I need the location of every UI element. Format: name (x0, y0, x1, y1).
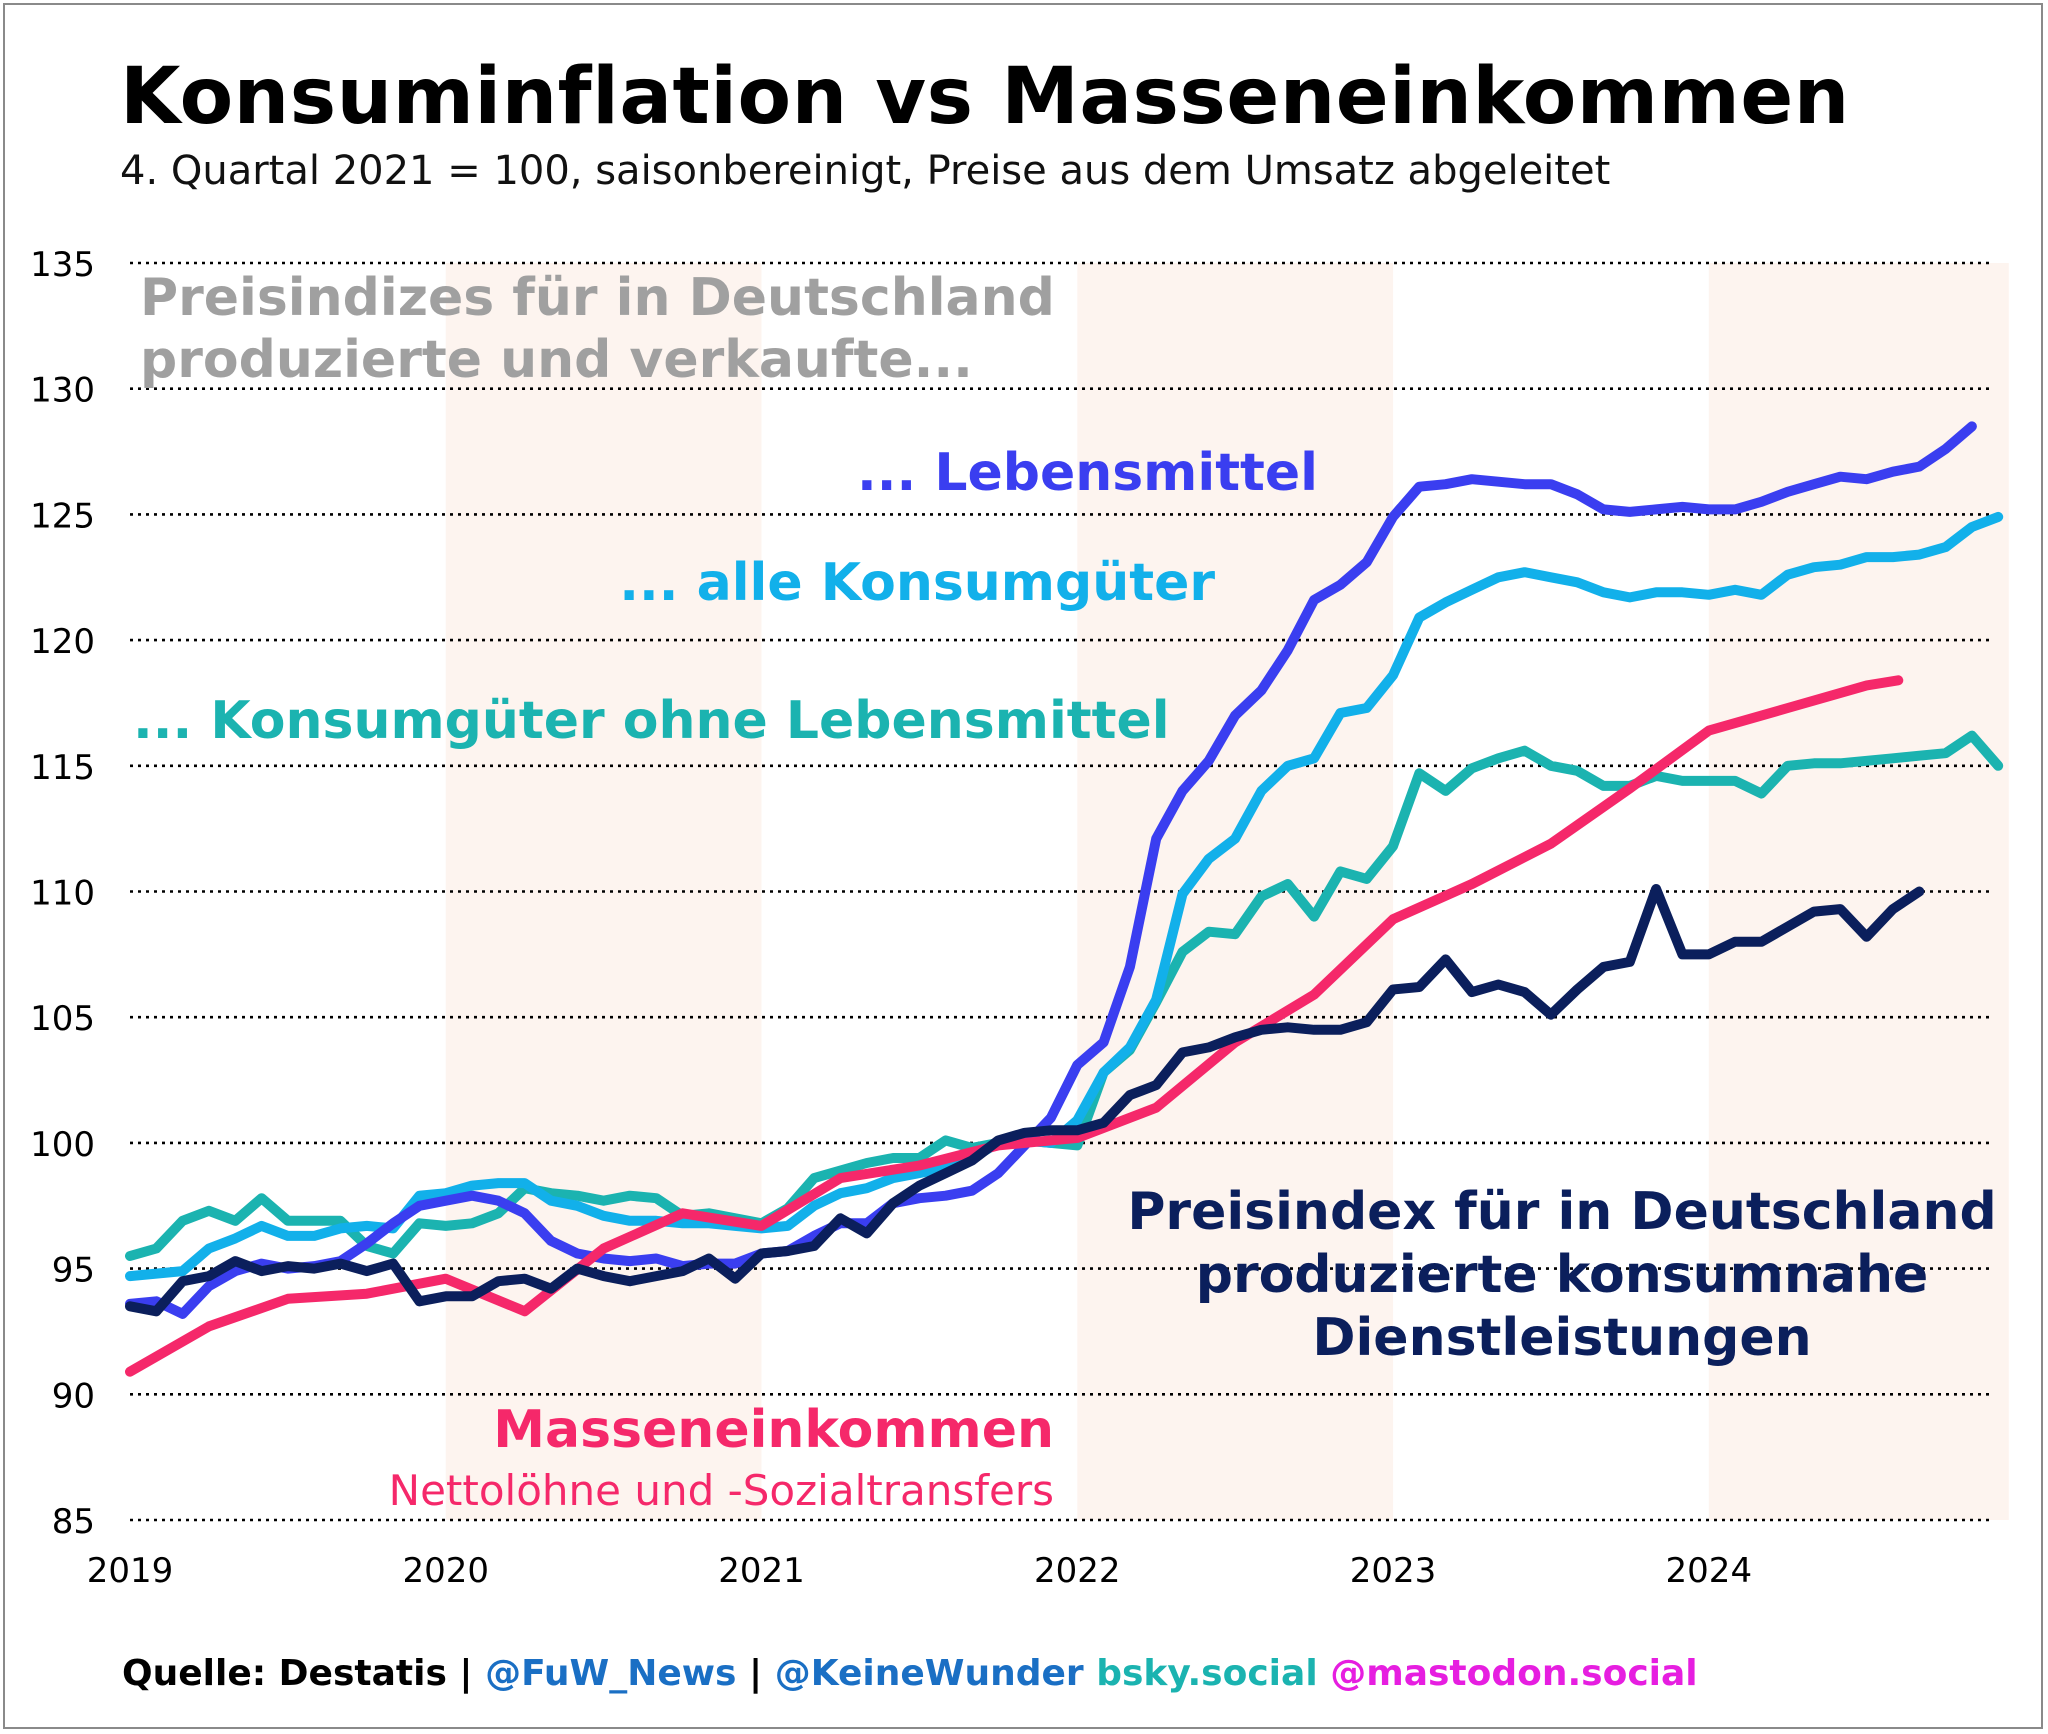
y-tick-label-125: 125 (30, 496, 95, 536)
y-tick-label-95: 95 (52, 1251, 95, 1291)
y-tick-label-105: 105 (30, 999, 95, 1039)
gridlines (130, 261, 1993, 1522)
annotation-masse-line-0: Masseneinkommen (493, 1400, 1054, 1460)
handle-link[interactable]: @KeineWunder (774, 1653, 1084, 1694)
series-line-lebensmittel (125, 421, 1977, 1319)
annotation-masse_sub-line-0: Nettolöhne und -Sozialtransfers (389, 1466, 1054, 1515)
x-tick-label-2022: 2022 (1034, 1551, 1121, 1591)
x-tick-label-2019: 2019 (87, 1551, 174, 1591)
y-tick-label-135: 135 (30, 245, 95, 285)
series-line-preisindex-konsumnahe-dienstleistungen (125, 884, 1925, 1317)
annotation-dienst-line-2: Dienstleistungen (1312, 1308, 1811, 1368)
chart-title: Konsuminflation vs Masseneinkommen (120, 52, 1850, 142)
annotation-ohne-line-0: ... Konsumgüter ohne Lebensmittel (133, 691, 1170, 751)
y-tick-label-100: 100 (30, 1125, 95, 1165)
series-line-masseneinkommen (125, 675, 1904, 1377)
y-axis-ticks: 85 90 95 100 105 110 115 120 125 130 135 (30, 245, 95, 1542)
annotation-lebensmittel-line-0: ... Lebensmittel (857, 443, 1318, 503)
source-separator: | (736, 1653, 775, 1694)
y-tick-label-90: 90 (52, 1376, 95, 1416)
y-tick-label-85: 85 (52, 1502, 95, 1542)
y-tick-label-120: 120 (30, 622, 95, 662)
chart-subtitle: 4. Quartal 2021 = 100, saisonbereinigt, … (120, 148, 1611, 194)
x-tick-label-2020: 2020 (402, 1551, 489, 1591)
annotation-header-line-1: produzierte und verkaufte... (140, 330, 973, 390)
source-line: Quelle: Destatis | @FuW_News | @KeineWun… (122, 1653, 1698, 1694)
y-tick-label-115: 115 (30, 748, 95, 788)
x-tick-label-2021: 2021 (718, 1551, 805, 1591)
x-axis-ticks: 2019 2020 2021 2022 2023 2024 (87, 1551, 1752, 1591)
bsky-link[interactable]: bsky.social (1083, 1653, 1318, 1694)
mastodon-link[interactable]: @mastodon.social (1317, 1653, 1698, 1694)
annotation-dienst-line-0: Preisindex für in Deutschland (1127, 1182, 1996, 1242)
chart-frame (3, 3, 2043, 1729)
twitter-link[interactable]: @FuW_News (485, 1653, 737, 1694)
x-tick-label-2024: 2024 (1666, 1551, 1753, 1591)
series-lines (125, 421, 2004, 1377)
annotation-alle-line-0: ... alle Konsumgüter (619, 553, 1215, 613)
y-tick-label-130: 130 (30, 371, 95, 411)
annotations: Preisindizes für in Deutschlandproduzier… (133, 268, 1997, 1515)
annotation-dienst-line-1: produzierte konsumnahe (1196, 1245, 1929, 1305)
y-tick-label-110: 110 (30, 874, 95, 914)
source-prefix: Quelle: Destatis | (122, 1653, 486, 1694)
annotation-header-line-0: Preisindizes für in Deutschland (140, 268, 1055, 328)
x-tick-label-2023: 2023 (1350, 1551, 1437, 1591)
